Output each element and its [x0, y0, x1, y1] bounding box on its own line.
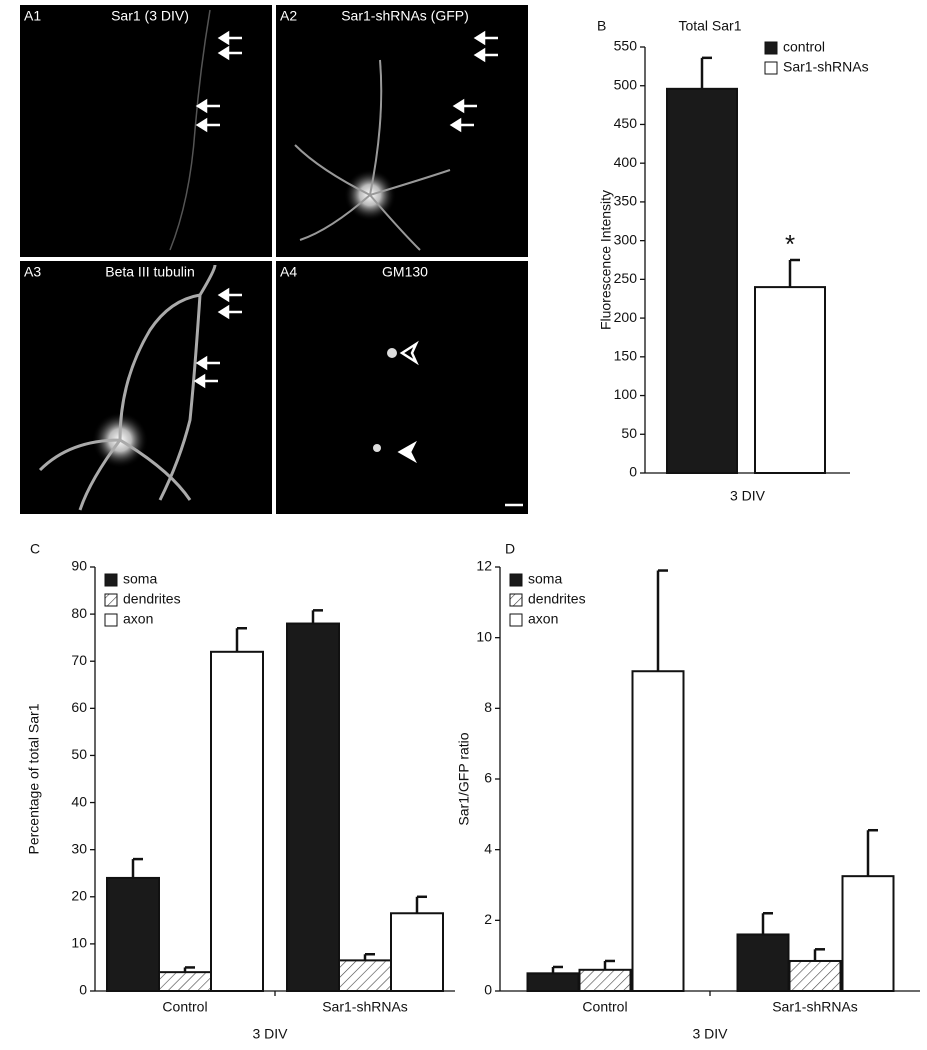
panel-label: D — [505, 541, 515, 557]
legend-label: soma — [528, 571, 562, 587]
legend-label: dendrites — [528, 591, 586, 607]
axon-trace — [169, 9, 211, 251]
bar — [390, 912, 444, 992]
bar — [526, 972, 580, 992]
legend-label: control — [783, 39, 825, 55]
golgi — [387, 348, 397, 358]
legend-swatch — [764, 61, 778, 75]
panel-caption: Sar1 (3 DIV) — [111, 8, 189, 24]
golgi — [373, 444, 381, 452]
y-axis-label: Fluorescence Intensity — [598, 190, 614, 330]
panel-id: A1 — [24, 8, 41, 24]
y-tick-label: 4 — [484, 840, 492, 856]
y-axis-label: Percentage of total Sar1 — [26, 703, 42, 854]
y-tick-label: 100 — [614, 386, 638, 402]
bar — [286, 622, 340, 992]
bar — [666, 87, 738, 475]
y-tick-label: 400 — [614, 154, 638, 170]
x-tick-label: Control — [162, 999, 207, 1015]
micrograph — [276, 5, 528, 257]
micrograph — [20, 261, 272, 514]
annotation: * — [785, 229, 795, 259]
bar — [631, 670, 685, 992]
bar — [754, 286, 826, 475]
bar — [841, 875, 895, 993]
y-tick-label: 0 — [484, 982, 492, 998]
y-tick-label: 40 — [71, 793, 87, 809]
micrograph — [276, 261, 528, 514]
x-tick-label: Control — [582, 999, 627, 1015]
panel-caption: Beta III tubulin — [105, 264, 195, 280]
panel-caption: GM130 — [382, 264, 428, 280]
y-tick-label: 90 — [71, 558, 87, 574]
chart-title: Total Sar1 — [678, 18, 741, 34]
x-tick-label: Sar1-shRNAs — [322, 999, 408, 1015]
panel-label: B — [597, 18, 606, 34]
y-tick-label: 150 — [614, 348, 638, 364]
y-tick-label: 12 — [476, 558, 492, 574]
legend-label: soma — [123, 571, 157, 587]
legend-label: Sar1-shRNAs — [783, 59, 869, 75]
y-tick-label: 60 — [71, 699, 87, 715]
legend-label: axon — [123, 611, 153, 627]
bar — [338, 959, 392, 993]
bar — [788, 959, 842, 993]
panel-id: A3 — [24, 264, 41, 280]
y-tick-label: 50 — [621, 425, 637, 441]
x-tick-label: Sar1-shRNAs — [772, 999, 858, 1015]
arrows — [193, 30, 523, 507]
y-tick-label: 200 — [614, 309, 638, 325]
y-tick-label: 350 — [614, 193, 638, 209]
legend-swatch — [104, 593, 118, 607]
bar — [736, 933, 790, 993]
neurites — [294, 59, 451, 251]
y-tick-label: 0 — [79, 982, 87, 998]
legend-label: axon — [528, 611, 558, 627]
bar — [210, 650, 264, 992]
micrographs: A1 Sar1 (3 DIV) A2 Sar1-shRNAs (GFP) A3 … — [20, 5, 528, 514]
y-tick-label: 30 — [71, 840, 87, 856]
bar — [578, 968, 632, 992]
y-tick-label: 250 — [614, 270, 638, 286]
x-axis-label: 3 DIV — [692, 1026, 728, 1042]
neurites — [38, 264, 217, 511]
legend-swatch — [509, 573, 523, 587]
panel-id: A2 — [280, 8, 297, 24]
y-tick-label: 20 — [71, 887, 87, 903]
legend-swatch — [764, 41, 778, 55]
y-tick-label: 450 — [614, 115, 638, 131]
y-tick-label: 10 — [71, 935, 87, 951]
micrograph — [20, 5, 272, 257]
y-tick-label: 80 — [71, 605, 87, 621]
x-axis-label: 3 DIV — [252, 1026, 288, 1042]
panel-id: A4 — [280, 264, 297, 280]
y-tick-label: 70 — [71, 652, 87, 668]
y-tick-label: 50 — [71, 746, 87, 762]
legend-label: dendrites — [123, 591, 181, 607]
y-tick-label: 300 — [614, 231, 638, 247]
y-tick-label: 0 — [629, 464, 637, 480]
bar — [106, 876, 160, 993]
y-tick-label: 2 — [484, 911, 492, 927]
x-tick-label: 3 DIV — [730, 488, 766, 504]
legend-swatch — [104, 613, 118, 627]
legend-swatch — [104, 573, 118, 587]
panel-caption: Sar1-shRNAs (GFP) — [341, 8, 469, 24]
y-tick-label: 6 — [484, 770, 492, 786]
legend-swatch — [509, 613, 523, 627]
y-tick-label: 10 — [476, 628, 492, 644]
legend-swatch — [509, 593, 523, 607]
panel-label: C — [30, 541, 40, 557]
y-tick-label: 500 — [614, 76, 638, 92]
bar — [158, 971, 212, 993]
y-axis-label: Sar1/GFP ratio — [456, 732, 472, 825]
y-tick-label: 8 — [484, 699, 492, 715]
y-tick-label: 550 — [614, 38, 638, 54]
